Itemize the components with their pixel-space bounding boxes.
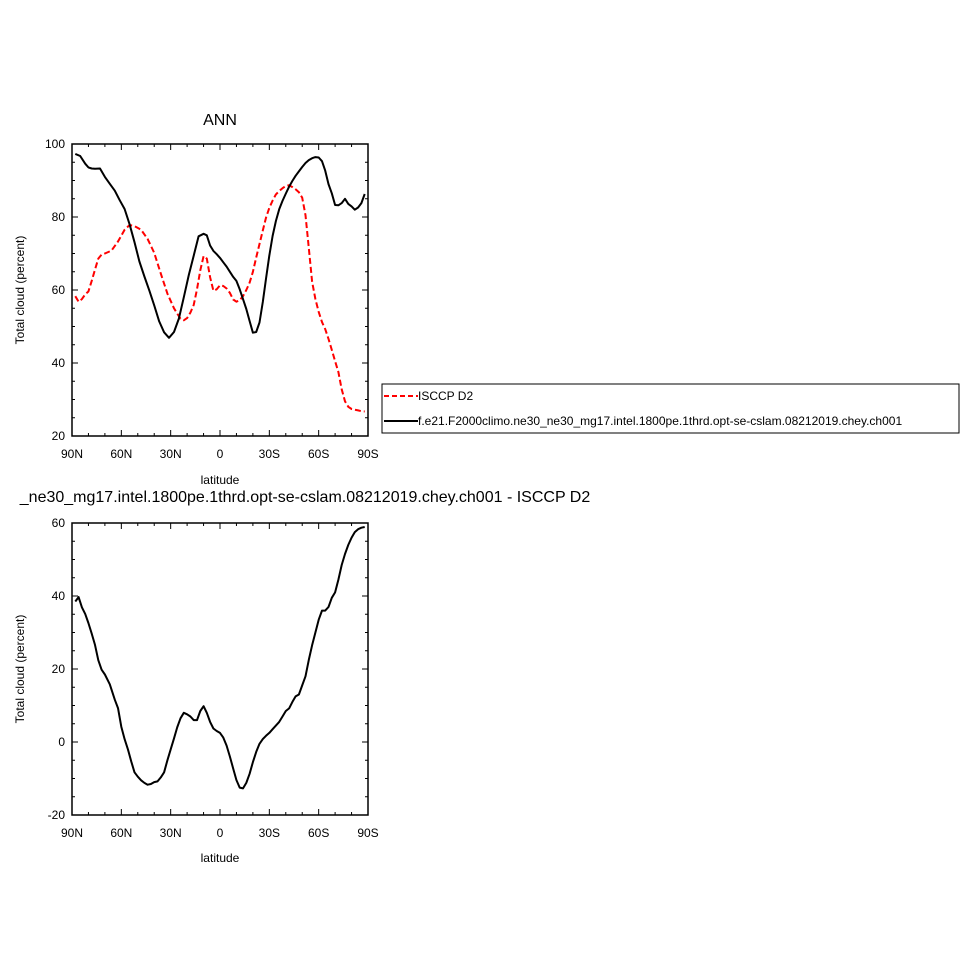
legend-label-isccp: ISCCP D2 <box>418 389 473 403</box>
y-tick-label: 40 <box>52 589 66 603</box>
legend-box <box>381 383 960 434</box>
series-line-0-1 <box>74 152 366 339</box>
series-line-0-0 <box>74 184 365 413</box>
top-chart-y-axis-label: Total cloud (percent) <box>13 236 27 345</box>
x-tick-label: 0 <box>217 447 224 461</box>
x-tick-label: 90N <box>61 447 83 461</box>
top-chart-series <box>74 152 366 413</box>
bottom-chart-y-axis-label: Total cloud (percent) <box>13 615 27 724</box>
plot-frame <box>71 143 369 437</box>
x-tick-label: 30N <box>160 447 182 461</box>
x-tick-label: 60S <box>308 447 329 461</box>
x-tick-label: 90S <box>357 826 378 840</box>
top-chart-axes: 90N 60N 30N 0 30S 60S 90S 20 40 60 80 100 <box>45 137 379 461</box>
y-tick-label: 60 <box>52 516 66 530</box>
x-tick-label: 60S <box>308 826 329 840</box>
bottom-chart-title: _ne30_mg17.intel.1800pe.1thrd.opt-se-csl… <box>19 489 591 506</box>
x-tick-label: 60N <box>110 447 132 461</box>
bottom-chart-series <box>74 526 365 790</box>
y-tick-label: 100 <box>45 137 65 151</box>
y-tick-label: 0 <box>58 735 65 749</box>
top-chart-x-axis-label: latitude <box>201 473 240 487</box>
y-tick-label: 20 <box>52 662 66 676</box>
x-tick-label: 90S <box>357 447 378 461</box>
x-tick-label: 30S <box>259 826 280 840</box>
top-chart: ANN 90N 60N 30N 0 30S 60S 90S 20 40 60 80 100 latit… <box>13 112 960 487</box>
bottom-chart-axes: 90N 60N 30N 0 30S 60S 90S -20 0 20 40 60 <box>48 516 379 840</box>
x-tick-label: 60N <box>110 826 132 840</box>
bottom-chart: _ne30_mg17.intel.1800pe.1thrd.opt-se-csl… <box>13 489 590 865</box>
y-tick-label: 60 <box>52 283 66 297</box>
x-tick-label: 0 <box>217 826 224 840</box>
y-tick-label: 40 <box>52 356 66 370</box>
x-tick-label: 90N <box>61 826 83 840</box>
y-tick-label: -20 <box>48 808 66 822</box>
bottom-chart-x-axis-label: latitude <box>201 851 240 865</box>
y-tick-label: 80 <box>52 210 66 224</box>
y-tick-label: 20 <box>52 429 66 443</box>
x-tick-label: 30N <box>160 826 182 840</box>
series-line-1-0 <box>74 526 365 790</box>
legend-label-model: f.e21.F2000climo.ne30_ne30_mg17.intel.18… <box>418 414 902 428</box>
plot-frame <box>71 522 369 816</box>
x-tick-label: 30S <box>259 447 280 461</box>
top-chart-title: ANN <box>203 112 237 129</box>
top-chart-legend: ISCCP D2 f.e21.F2000climo.ne30_ne30_mg17… <box>381 383 960 434</box>
